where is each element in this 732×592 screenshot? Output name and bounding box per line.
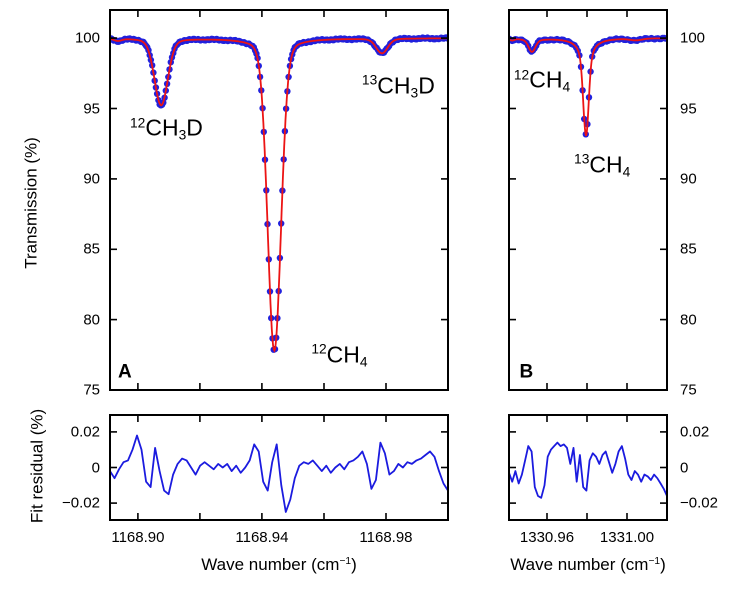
- label-text: CH: [589, 151, 623, 178]
- y-tick-label: −0.02: [680, 494, 718, 512]
- axis-label-part: ): [660, 555, 666, 574]
- panel-residual-a: [109, 414, 449, 521]
- label-sub: 3: [410, 85, 419, 101]
- wavenumber-axis-label-b: Wave number (cm−1): [510, 556, 666, 573]
- species-label-13ch3d: 13CH3D: [361, 72, 435, 101]
- label-text: CH: [377, 72, 411, 99]
- y-tick-label: 100: [74, 29, 100, 47]
- y-tick-label: 80: [680, 311, 697, 329]
- panel-residual-b: [508, 414, 668, 521]
- axes-box: [508, 9, 668, 391]
- axis-label-part: Wave number (cm: [201, 555, 340, 574]
- panel-transmission-a: [109, 9, 449, 391]
- y-tick-label: 75: [680, 381, 697, 399]
- label-sub: 3: [178, 127, 187, 143]
- y-tick-label: 0: [680, 459, 689, 476]
- panel-letter-a: A: [118, 362, 132, 381]
- panel-letter-b: B: [520, 362, 534, 381]
- axis-label-superscript: −1: [648, 555, 661, 567]
- y-tick-label: 85: [83, 240, 100, 258]
- label-text: CH: [145, 114, 179, 141]
- y-tick-label: 95: [83, 100, 100, 118]
- fit-residual-axis-label: Fit residual (%): [27, 408, 47, 524]
- label-text: B: [519, 361, 534, 383]
- label-sup: 13: [574, 151, 590, 167]
- label-sub: 4: [562, 79, 571, 95]
- y-tick-label: −0.02: [62, 494, 100, 512]
- species-label-12ch4-b: 12CH4: [513, 66, 571, 95]
- transmission-axis-label: Transmission (%): [21, 137, 41, 269]
- label-text: A: [118, 361, 132, 383]
- label-sub: 4: [359, 354, 368, 370]
- label-sup: 12: [513, 67, 530, 83]
- label-sup: 12: [311, 341, 327, 357]
- wavenumber-axis-label-a: Wave number (cm−1): [201, 556, 357, 573]
- y-tick-label: 100: [680, 29, 706, 47]
- axis-label-superscript: −1: [339, 555, 352, 567]
- y-tick-label: 90: [83, 170, 100, 188]
- label-sub: 4: [622, 164, 631, 180]
- species-label-12ch4-a: 12CH4: [311, 341, 368, 370]
- label-text: CH: [326, 341, 360, 368]
- label-sup: 13: [361, 72, 378, 88]
- fit-line: [508, 37, 667, 137]
- fit-line: [109, 37, 448, 353]
- y-tick-label: 0.02: [680, 423, 710, 441]
- y-tick-label: 75: [83, 381, 100, 399]
- x-tick-label: 1330.96: [519, 529, 575, 546]
- axis-label-part: Wave number (cm: [510, 555, 649, 574]
- tick-marks: [509, 415, 667, 520]
- axis-label-part: ): [351, 555, 357, 574]
- tick-marks: [110, 415, 449, 520]
- axes-box: [109, 9, 449, 391]
- species-label-12ch3d: 12CH3D: [129, 114, 203, 143]
- y-tick-label: 0: [91, 459, 100, 476]
- y-tick-label: 95: [680, 100, 697, 118]
- y-tick-label: 85: [680, 240, 697, 258]
- label-text: D: [186, 114, 203, 141]
- residual-trace: [109, 434, 449, 513]
- x-tick-label: 1331.00: [599, 529, 655, 546]
- y-tick-label: 90: [680, 170, 697, 188]
- x-tick-label: 1168.98: [359, 529, 413, 546]
- x-tick-label: 1168.94: [235, 529, 289, 546]
- tick-marks: [509, 10, 667, 391]
- y-tick-label: 80: [83, 311, 100, 329]
- residual-trace: [508, 441, 668, 499]
- tick-marks: [110, 10, 449, 391]
- y-tick-label: 0.02: [70, 423, 100, 441]
- panel-transmission-b: [508, 9, 668, 391]
- label-sup: 12: [129, 115, 146, 131]
- label-text: D: [418, 72, 435, 99]
- species-label-13ch4-b: 13CH4: [574, 151, 631, 180]
- label-text: CH: [529, 66, 563, 93]
- x-tick-label: 1168.90: [111, 529, 165, 546]
